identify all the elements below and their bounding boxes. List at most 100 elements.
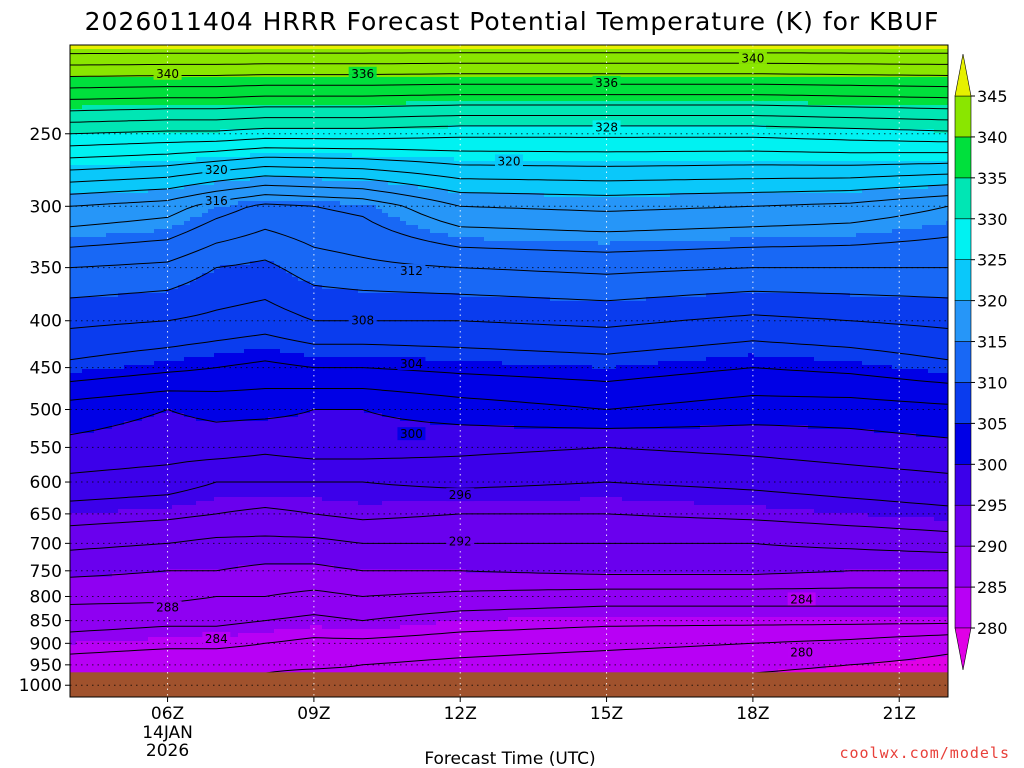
heatmap-cell — [568, 77, 575, 82]
heatmap-cell — [94, 137, 101, 142]
heatmap-cell — [112, 149, 119, 154]
heatmap-cell — [784, 73, 791, 78]
heatmap-cell — [820, 133, 827, 138]
heatmap-cell — [286, 101, 293, 106]
heatmap-cell — [352, 57, 359, 62]
heatmap-cell — [466, 117, 473, 122]
heatmap-cell — [556, 69, 563, 74]
heatmap-cell — [544, 69, 551, 74]
heatmap-cell — [166, 125, 173, 130]
heatmap-cell — [586, 57, 593, 62]
heatmap-cell — [370, 45, 377, 50]
heatmap-cell — [838, 113, 845, 118]
heatmap-cell — [544, 81, 551, 86]
heatmap-cell — [556, 145, 563, 150]
heatmap-cell — [538, 117, 545, 122]
heatmap-cell — [274, 97, 281, 102]
heatmap-cell — [226, 85, 233, 90]
heatmap-cell — [610, 141, 617, 146]
heatmap-cell — [766, 165, 773, 170]
heatmap-cell — [742, 137, 749, 142]
heatmap-cell — [832, 105, 839, 110]
heatmap-cell — [712, 121, 719, 126]
heatmap-cell — [460, 165, 467, 170]
heatmap-cell — [334, 49, 341, 54]
heatmap-cell — [532, 53, 539, 58]
heatmap-cell — [316, 153, 323, 158]
heatmap-cell — [532, 105, 539, 110]
heatmap-cell — [286, 157, 293, 162]
heatmap-cell — [832, 113, 839, 118]
heatmap-cell — [514, 145, 521, 150]
heatmap-cell — [70, 45, 77, 50]
heatmap-cell — [724, 165, 731, 170]
heatmap-cell — [730, 161, 737, 166]
heatmap-cell — [832, 93, 839, 98]
heatmap-cell — [622, 153, 629, 158]
heatmap-cell — [850, 45, 857, 50]
heatmap-cell — [214, 57, 221, 62]
heatmap-cell — [118, 169, 125, 174]
heatmap-cell — [682, 105, 689, 110]
heatmap-cell — [796, 177, 803, 182]
heatmap-cell — [400, 145, 407, 150]
heatmap-cell — [580, 81, 587, 86]
heatmap-cell — [682, 85, 689, 90]
heatmap-cell — [880, 141, 887, 146]
heatmap-cell — [334, 57, 341, 62]
heatmap-cell — [250, 133, 257, 138]
heatmap-cell — [724, 49, 731, 54]
heatmap-cell — [76, 169, 83, 174]
heatmap-cell — [802, 173, 809, 178]
heatmap-cell — [634, 81, 641, 86]
heatmap-cell — [940, 61, 947, 66]
heatmap-cell — [220, 133, 227, 138]
heatmap-cell — [268, 85, 275, 90]
heatmap-cell — [460, 153, 467, 158]
heatmap-cell — [760, 121, 767, 126]
heatmap-cell — [670, 89, 677, 94]
heatmap-cell — [250, 101, 257, 106]
heatmap-cell — [526, 49, 533, 54]
heatmap-cell — [364, 93, 371, 98]
heatmap-cell — [334, 157, 341, 162]
heatmap-cell — [94, 65, 101, 70]
heatmap-cell — [208, 49, 215, 54]
heatmap-cell — [712, 97, 719, 102]
heatmap-cell — [862, 141, 869, 146]
heatmap-cell — [436, 149, 443, 154]
heatmap-cell — [214, 101, 221, 106]
heatmap-cell — [244, 65, 251, 70]
heatmap-cell — [412, 149, 419, 154]
heatmap-cell — [298, 137, 305, 142]
heatmap-cell — [70, 53, 77, 58]
heatmap-cell — [82, 117, 89, 122]
heatmap-cell — [346, 165, 353, 170]
heatmap-cell — [184, 93, 191, 98]
heatmap-cell — [286, 117, 293, 122]
heatmap-cell — [442, 85, 449, 90]
heatmap-cell — [652, 173, 659, 178]
heatmap-cell — [592, 117, 599, 122]
heatmap-cell — [88, 61, 95, 66]
heatmap-cell — [934, 125, 941, 130]
heatmap-cell — [562, 69, 569, 74]
heatmap-cell — [340, 173, 347, 178]
heatmap-cell — [766, 117, 773, 122]
heatmap-cell — [640, 121, 647, 126]
heatmap-cell — [658, 129, 665, 134]
heatmap-cell — [694, 141, 701, 146]
heatmap-cell — [796, 73, 803, 78]
heatmap-cell — [388, 121, 395, 126]
heatmap-cell — [508, 173, 515, 178]
heatmap-cell — [112, 49, 119, 54]
heatmap-cell — [352, 81, 359, 86]
heatmap-cell — [226, 129, 233, 134]
heatmap-cell — [712, 85, 719, 90]
heatmap-cell — [490, 133, 497, 138]
heatmap-cell — [808, 117, 815, 122]
heatmap-cell — [520, 93, 527, 98]
heatmap-cell — [406, 65, 413, 70]
heatmap-cell — [766, 137, 773, 142]
heatmap-cell — [748, 45, 755, 50]
